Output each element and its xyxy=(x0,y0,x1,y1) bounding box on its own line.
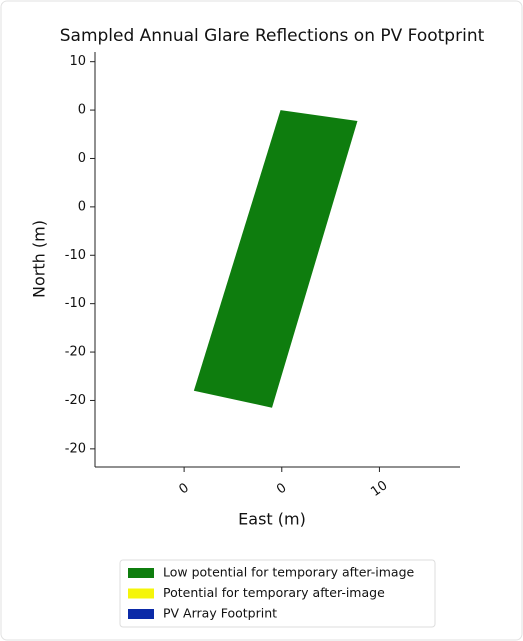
legend-swatch xyxy=(128,588,154,599)
legend-label: Potential for temporary after-image xyxy=(163,585,385,600)
y-axis-label: North (m) xyxy=(30,220,49,298)
y-tick-label: 0 xyxy=(78,103,86,118)
y-tick-label: -20 xyxy=(65,441,86,456)
y-tick-label: -10 xyxy=(65,296,86,311)
y-tick-label: 10 xyxy=(69,54,86,69)
legend-label: PV Array Footprint xyxy=(163,606,277,621)
y-tick-label: 0 xyxy=(78,151,86,166)
x-axis-label: East (m) xyxy=(238,510,306,529)
y-tick-label: 0 xyxy=(78,199,86,214)
legend-label: Low potential for temporary after-image xyxy=(163,565,415,580)
legend-swatch xyxy=(128,609,154,619)
y-tick-label: -20 xyxy=(65,393,86,408)
y-tick-label: -10 xyxy=(65,248,86,263)
legend xyxy=(119,559,436,628)
chart-title: Sampled Annual Glare Reflections on PV F… xyxy=(60,26,485,46)
legend-swatch xyxy=(128,568,154,578)
y-tick-label: -20 xyxy=(65,345,86,360)
footprint-area xyxy=(193,110,358,408)
